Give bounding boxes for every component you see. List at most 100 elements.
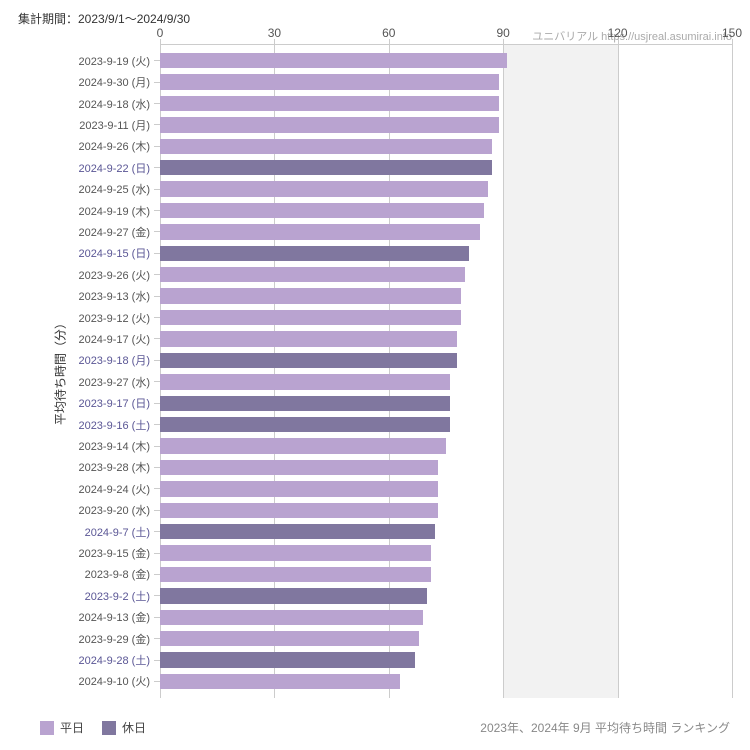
bar-track <box>160 203 732 218</box>
bar-fill <box>160 396 450 411</box>
bar-row: 2023-9-2 (土) <box>30 585 732 606</box>
bar-label: 2023-9-29 (金) <box>30 631 154 647</box>
bar-fill <box>160 417 450 432</box>
bar-row: 2024-9-15 (日) <box>30 243 732 264</box>
bar-fill <box>160 160 492 175</box>
bar-fill <box>160 524 435 539</box>
bar-track <box>160 53 732 68</box>
bar-row: 2023-9-13 (水) <box>30 285 732 306</box>
bar-fill <box>160 588 427 603</box>
bar-fill <box>160 481 438 496</box>
bar-fill <box>160 631 419 646</box>
bar-fill <box>160 674 400 689</box>
bar-fill <box>160 246 469 261</box>
bar-label: 2023-9-28 (木) <box>30 459 154 475</box>
bar-track <box>160 267 732 282</box>
bar-fill <box>160 331 457 346</box>
bar-label: 2024-9-27 (金) <box>30 224 154 240</box>
bar-track <box>160 481 732 496</box>
x-tick: 30 <box>268 26 281 40</box>
gridline <box>732 39 733 698</box>
bar-fill <box>160 545 431 560</box>
bar-label: 2023-9-16 (土) <box>30 417 154 433</box>
bar-track <box>160 224 732 239</box>
x-tick: 90 <box>497 26 510 40</box>
bar-track <box>160 331 732 346</box>
bar-label: 2024-9-15 (日) <box>30 245 154 261</box>
bar-label: 2024-9-24 (火) <box>30 481 154 497</box>
bar-row: 2024-9-28 (土) <box>30 649 732 670</box>
plot-region: 0306090120150 2023-9-19 (火)2024-9-30 (月)… <box>30 44 732 698</box>
bar-label: 2023-9-20 (水) <box>30 502 154 518</box>
bar-row: 2023-9-19 (火) <box>30 50 732 71</box>
bar-fill <box>160 139 492 154</box>
bar-row: 2023-9-26 (火) <box>30 264 732 285</box>
bar-label: 2024-9-19 (木) <box>30 203 154 219</box>
legend-swatch-holiday <box>102 721 116 735</box>
bar-track <box>160 567 732 582</box>
bar-label: 2023-9-14 (木) <box>30 438 154 454</box>
bar-fill <box>160 267 465 282</box>
bar-track <box>160 374 732 389</box>
bar-row: 2024-9-26 (木) <box>30 136 732 157</box>
bar-row: 2023-9-15 (金) <box>30 542 732 563</box>
bar-fill <box>160 460 438 475</box>
chart-area: 平均待ち時間（分） 0306090120150 2023-9-19 (火)202… <box>0 44 750 698</box>
bar-track <box>160 545 732 560</box>
bar-label: 2023-9-12 (火) <box>30 310 154 326</box>
bar-fill <box>160 374 450 389</box>
bar-track <box>160 74 732 89</box>
bar-label: 2023-9-19 (火) <box>30 53 154 69</box>
bar-track <box>160 246 732 261</box>
bar-fill <box>160 652 415 667</box>
bar-label: 2023-9-15 (金) <box>30 545 154 561</box>
bar-track <box>160 160 732 175</box>
bar-label: 2024-9-25 (水) <box>30 181 154 197</box>
bar-track <box>160 460 732 475</box>
bar-label: 2023-9-8 (金) <box>30 566 154 582</box>
bar-row: 2024-9-30 (月) <box>30 71 732 92</box>
bar-track <box>160 288 732 303</box>
bar-fill <box>160 288 461 303</box>
bar-track <box>160 353 732 368</box>
bar-track <box>160 96 732 111</box>
bar-label: 2024-9-28 (土) <box>30 652 154 668</box>
bar-label: 2024-9-7 (土) <box>30 524 154 540</box>
bar-row: 2023-9-17 (日) <box>30 393 732 414</box>
bar-track <box>160 503 732 518</box>
x-tick: 0 <box>157 26 164 40</box>
bar-row: 2024-9-13 (金) <box>30 607 732 628</box>
bar-track <box>160 139 732 154</box>
bar-label: 2023-9-11 (月) <box>30 117 154 133</box>
bar-label: 2024-9-22 (日) <box>30 160 154 176</box>
bar-row: 2024-9-27 (金) <box>30 221 732 242</box>
bar-track <box>160 652 732 667</box>
bar-row: 2023-9-27 (水) <box>30 371 732 392</box>
bar-row: 2023-9-11 (月) <box>30 114 732 135</box>
bar-track <box>160 438 732 453</box>
x-tick: 150 <box>722 26 742 40</box>
bar-row: 2024-9-25 (水) <box>30 178 732 199</box>
bar-label: 2023-9-17 (日) <box>30 395 154 411</box>
bar-fill <box>160 117 499 132</box>
legend-label-holiday: 休日 <box>122 719 146 736</box>
bar-fill <box>160 74 499 89</box>
bar-row: 2024-9-10 (火) <box>30 671 732 692</box>
bar-track <box>160 588 732 603</box>
footer-title: 2023年、2024年 9月 平均待ち時間 ランキング <box>480 719 730 736</box>
bar-track <box>160 524 732 539</box>
bar-label: 2023-9-26 (火) <box>30 267 154 283</box>
bar-row: 2024-9-24 (火) <box>30 478 732 499</box>
bar-fill <box>160 203 484 218</box>
bar-row: 2024-9-7 (土) <box>30 521 732 542</box>
bar-fill <box>160 610 423 625</box>
bar-fill <box>160 438 446 453</box>
bar-row: 2023-9-18 (月) <box>30 350 732 371</box>
bar-track <box>160 181 732 196</box>
bar-track <box>160 417 732 432</box>
legend-weekday: 平日 <box>40 719 84 736</box>
period-header: 集計期間：2023/9/1～2024/9/30 <box>0 0 750 27</box>
x-tick: 60 <box>382 26 395 40</box>
bar-fill <box>160 503 438 518</box>
bar-label: 2023-9-27 (水) <box>30 374 154 390</box>
